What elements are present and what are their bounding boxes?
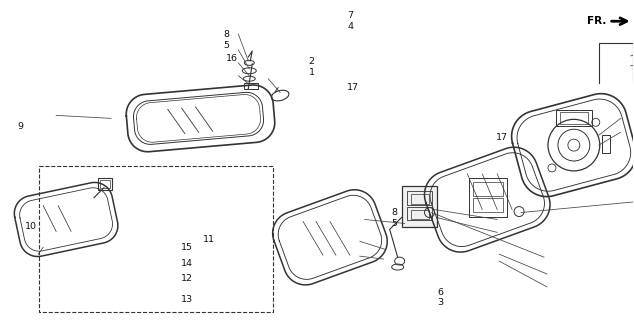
Text: 3: 3 [437,298,443,307]
Text: 16: 16 [226,54,238,63]
Bar [560,112,588,124]
Text: 17: 17 [496,133,508,142]
Text: 10: 10 [25,222,37,231]
Text: 12: 12 [181,275,193,284]
Bar [406,207,432,220]
Text: 15: 15 [181,243,193,252]
Bar [474,182,503,196]
Text: 8: 8 [391,208,398,217]
Text: 11: 11 [204,235,216,244]
Bar [474,198,503,212]
Text: 4: 4 [347,22,353,31]
Text: FR.: FR. [587,16,607,26]
Bar [244,83,258,89]
Bar [401,186,437,228]
Text: 7: 7 [347,11,353,20]
Text: 13: 13 [181,295,193,304]
Bar [411,210,429,220]
Bar [98,178,112,190]
Text: 17: 17 [347,83,359,92]
Text: 9: 9 [17,122,23,131]
Text: 2: 2 [309,57,315,66]
Text: 14: 14 [181,259,193,268]
Text: 5: 5 [224,41,230,50]
Bar [411,194,429,204]
Text: 1: 1 [309,68,315,77]
Bar [469,178,507,218]
Text: 5: 5 [391,219,398,228]
Bar [100,180,110,188]
Bar [556,110,592,126]
Text: 8: 8 [224,30,230,39]
Bar [406,191,432,204]
Bar [602,135,610,153]
Text: 6: 6 [437,288,443,297]
